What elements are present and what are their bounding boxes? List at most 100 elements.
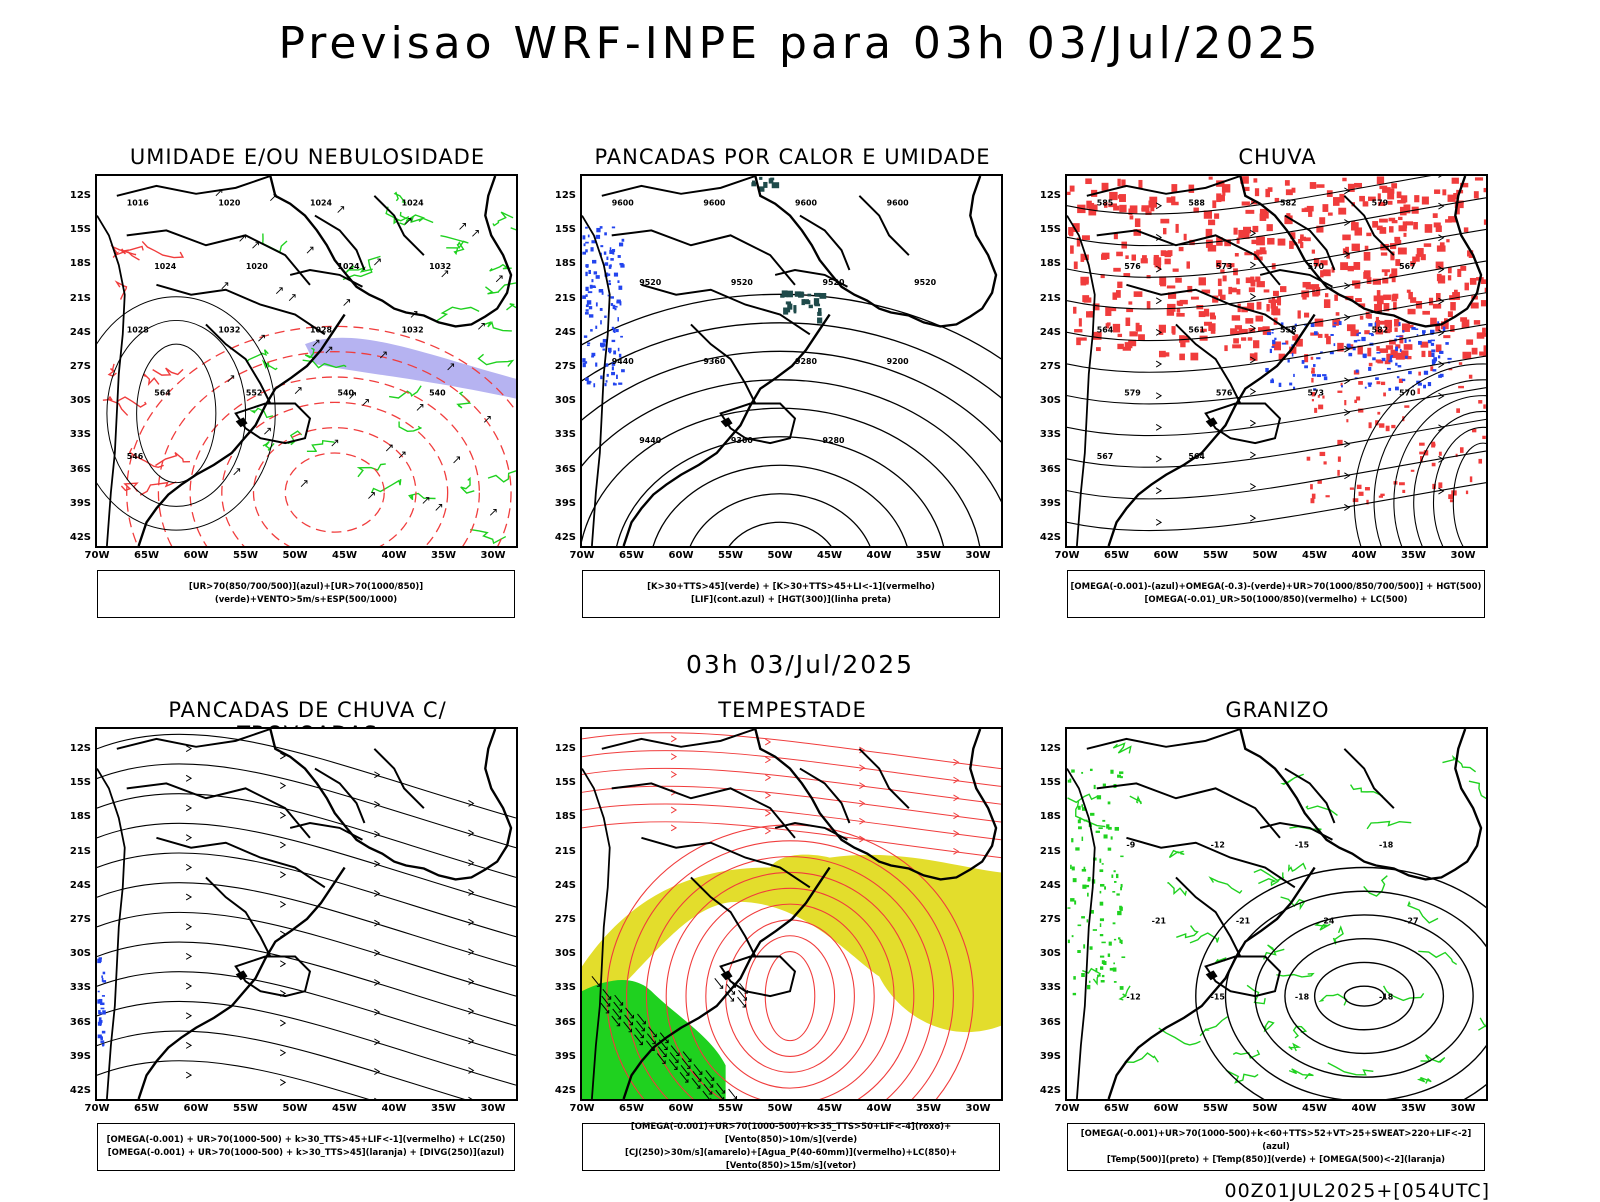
shaded-cell: [1294, 334, 1299, 342]
streamline-arrow: [468, 1067, 475, 1074]
shaded-cell: [1474, 177, 1484, 181]
streamline-arrow: [1155, 423, 1163, 431]
lagoon: [1205, 970, 1218, 981]
coastline: [137, 866, 346, 1099]
contour-squiggle: [1208, 876, 1243, 894]
shaded-cell: [1141, 205, 1150, 212]
lat-tick-label: 18S: [554, 811, 576, 823]
shaded-cell: [1238, 229, 1246, 239]
shaded-cell: [1069, 778, 1072, 783]
lon-tick-label: 55W: [233, 550, 258, 561]
shaded-cell: [1092, 303, 1100, 311]
shaded-cell: [1451, 177, 1459, 184]
contour-line: [1452, 442, 1486, 546]
wind-vector: [738, 989, 747, 1001]
shaded-cell: [1473, 191, 1479, 199]
shaded-cell: [1086, 919, 1089, 923]
shaded-cell: [1290, 232, 1296, 240]
shaded-cell: [1086, 200, 1092, 209]
shaded-cell: [1086, 311, 1094, 318]
country-border: [1086, 176, 1241, 197]
shaded-cell: [610, 303, 614, 306]
streamline-arrow: [1155, 455, 1163, 463]
streamline-arrow: [185, 923, 193, 931]
lat-tick-label: 15S: [554, 224, 576, 236]
streamline-arrow: [185, 982, 193, 990]
shaded-cell: [1310, 356, 1314, 360]
streamline-arrow: [1344, 187, 1351, 195]
shaded-cell: [1424, 224, 1433, 233]
lat-tick-label: 30S: [69, 948, 91, 960]
shaded-cell: [1391, 268, 1398, 277]
streamline-arrow: [468, 918, 475, 926]
contour-line: [136, 343, 217, 484]
map-frame[interactable]: [580, 727, 1003, 1101]
wind-vector: [656, 1053, 666, 1064]
shaded-cell: [604, 232, 607, 236]
shaded-cell: [1317, 480, 1322, 484]
shaded-cell: [585, 226, 588, 229]
legend-line: [OMEGA(-0.001) + UR>70(1000-500) + k>30_…: [106, 1135, 506, 1145]
shaded-cell: [1280, 286, 1287, 293]
shaded-cell: [1303, 237, 1311, 242]
shaded-cell: [1386, 367, 1391, 370]
shaded-cell: [1363, 271, 1369, 279]
lat-tick-label: 42S: [1039, 532, 1061, 543]
map-frame[interactable]: [95, 727, 518, 1101]
shaded-cell: [97, 990, 100, 993]
shaded-cell: [1160, 280, 1166, 287]
shaded-cell: [585, 286, 589, 291]
map-frame[interactable]: 9600 9600 9600 9600 9520 9520 9520 9520 9440 9360…: [580, 174, 1003, 548]
shaded-cell: [1207, 244, 1217, 252]
shaded-cell: [1086, 884, 1090, 888]
shaded-cell: [1081, 254, 1089, 261]
wind-vector: [472, 229, 479, 237]
shaded-cell: [1081, 868, 1087, 872]
shaded-cell: [604, 315, 607, 318]
wind-vector: [368, 492, 375, 499]
shaded-cell: [1226, 263, 1235, 268]
shaded-cell: [1292, 335, 1296, 341]
shaded-cell: [1176, 300, 1181, 306]
shaded-cell: [1449, 499, 1454, 503]
shaded-cell: [1395, 335, 1400, 338]
shaded-cell: [1240, 176, 1249, 184]
contour-label: 1024: [337, 262, 360, 271]
lat-tick-label: 27S: [69, 914, 91, 925]
shaded-cell: [1167, 303, 1176, 312]
shaded-cell: [1254, 188, 1260, 197]
map-frame[interactable]: 585 588 582 579 576 573 570 567 564 561 558 582 579 5…: [1065, 174, 1488, 548]
lat-tick-label: 39S: [1039, 497, 1061, 509]
shaded-cell: [1380, 381, 1386, 386]
streamline-arrow: [1438, 234, 1445, 242]
shaded-cell: [1394, 386, 1399, 391]
shaded-cell: [595, 275, 600, 279]
shaded-cell: [1259, 256, 1263, 261]
shaded-cell: [1410, 297, 1417, 303]
contour-label: 9200: [887, 357, 910, 366]
country-border: [1086, 729, 1241, 750]
coastline: [622, 313, 831, 546]
streamline-arrow: [764, 738, 772, 746]
map-frame[interactable]: 1016 1020 1024 1024 1024 1020 1024 1032 1028 1032…: [95, 174, 518, 548]
map-frame[interactable]: -9 -12 -15 -18 -21 -21 -24 -27 -12 -15 -18 -18: [1065, 727, 1488, 1101]
shaded-cell: [1203, 321, 1213, 326]
shaded-cell: [783, 307, 789, 315]
streamline-arrow: [1438, 176, 1442, 178]
shaded-cell: [1267, 237, 1275, 245]
shaded-cell: [1316, 225, 1324, 233]
shaded-cell: [1241, 337, 1247, 341]
streamline-arrow: [953, 812, 960, 820]
shaded-cell: [1067, 939, 1070, 944]
shaded-cell: [1482, 352, 1486, 357]
shaded-cell: [1409, 324, 1414, 329]
lat-tick-label: 21S: [69, 292, 91, 304]
shaded-cell: [1398, 378, 1403, 384]
shaded-cell: [1483, 404, 1486, 409]
shaded-cell: [599, 307, 603, 311]
contour-squiggle: [1416, 1076, 1432, 1084]
wind-vector: [233, 468, 241, 476]
shaded-cell: [1365, 311, 1370, 319]
shaded-cell: [1157, 261, 1162, 270]
shaded-cell: [1382, 187, 1391, 193]
